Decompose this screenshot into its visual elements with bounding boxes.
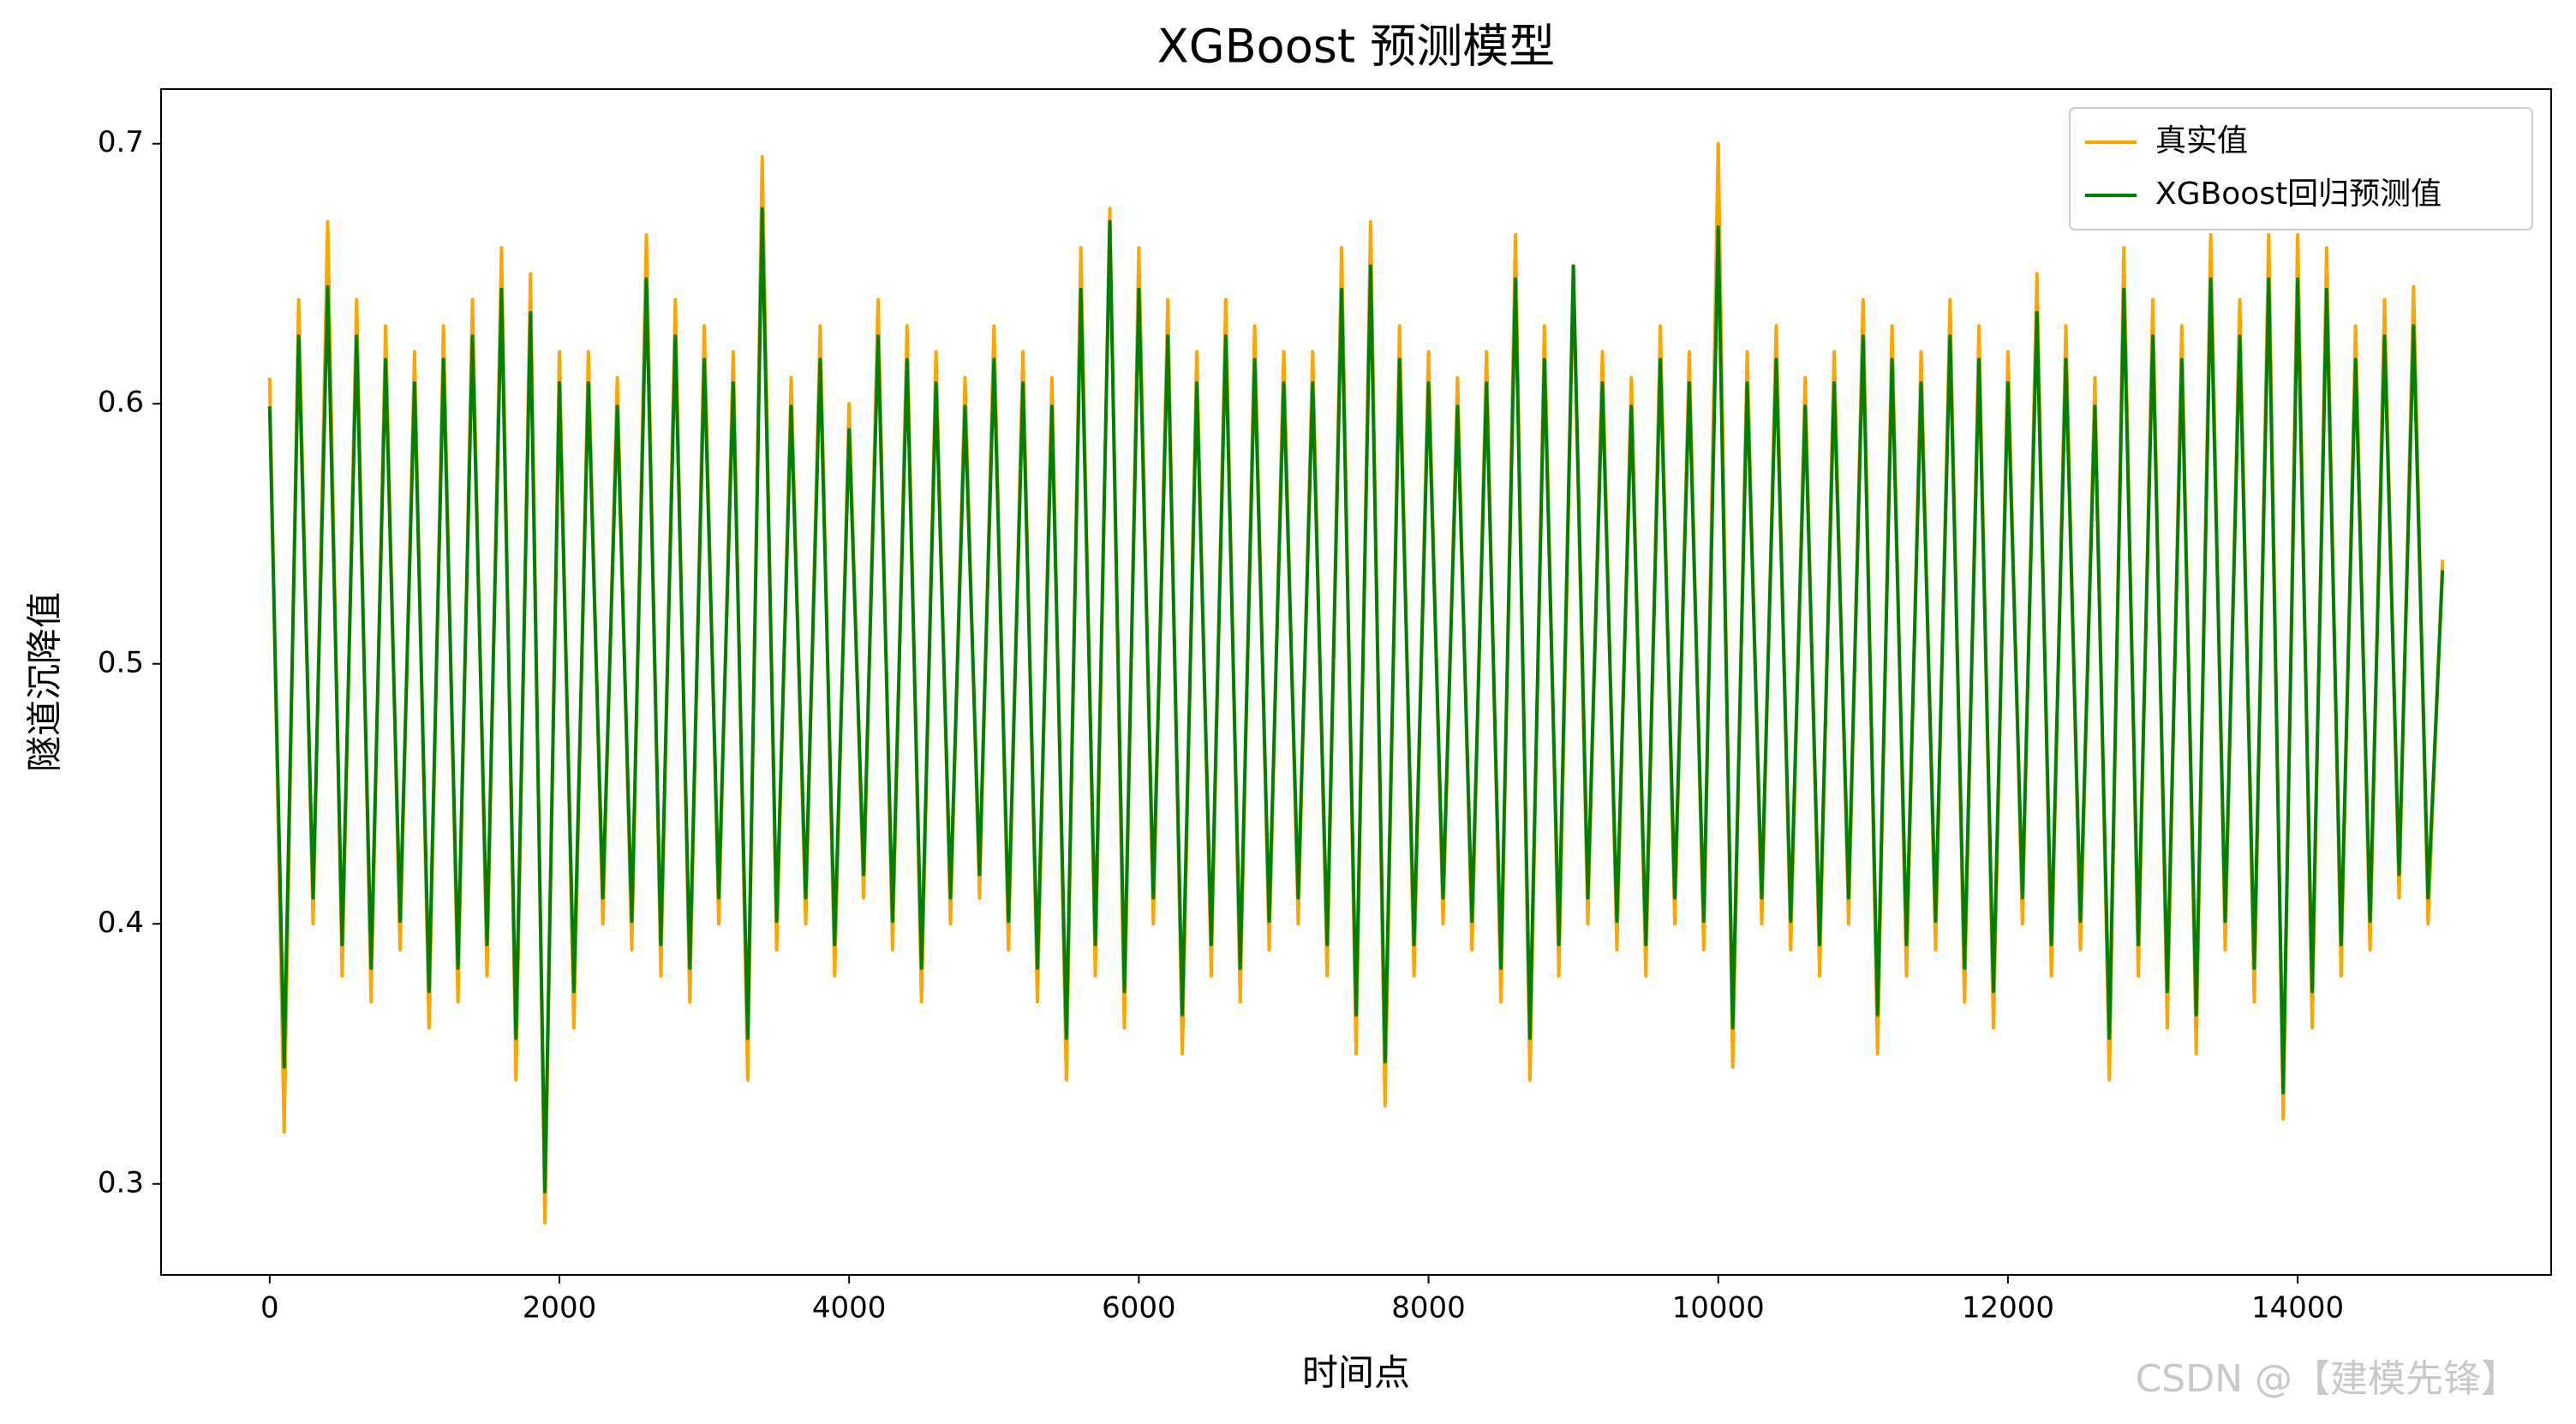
series-line [267, 141, 2445, 1225]
x-tick-label: 6000 [1102, 1291, 1176, 1325]
chart-title: XGBoost 预测模型 [1157, 20, 1555, 74]
y-tick-label: 0.7 [98, 125, 144, 159]
legend-label: XGBoost回归预测值 [2155, 177, 2442, 212]
legend-label: 真实值 [2155, 123, 2248, 159]
y-tick-label: 0.4 [98, 906, 144, 940]
x-tick-label: 4000 [812, 1291, 887, 1325]
x-axis-label: 时间点 [1302, 1352, 1410, 1394]
x-tick-label: 12000 [1962, 1291, 2054, 1325]
y-tick-label: 0.3 [98, 1165, 144, 1200]
x-tick-label: 0 [260, 1291, 279, 1325]
watermark: CSDN @【建模先锋】 [2136, 1357, 2519, 1401]
series-line [267, 206, 2445, 1194]
legend-box [2069, 107, 2533, 230]
x-tick-label: 2000 [523, 1291, 597, 1325]
plot-frame [160, 88, 2552, 1276]
y-tick-label: 0.6 [98, 386, 144, 420]
x-tick-label: 10000 [1672, 1291, 1765, 1325]
x-tick-label: 8000 [1391, 1291, 1466, 1325]
x-tick-label: 14000 [2251, 1291, 2344, 1325]
y-axis-label: 隧道沉降值 [24, 592, 66, 772]
y-tick-label: 0.5 [98, 645, 144, 679]
